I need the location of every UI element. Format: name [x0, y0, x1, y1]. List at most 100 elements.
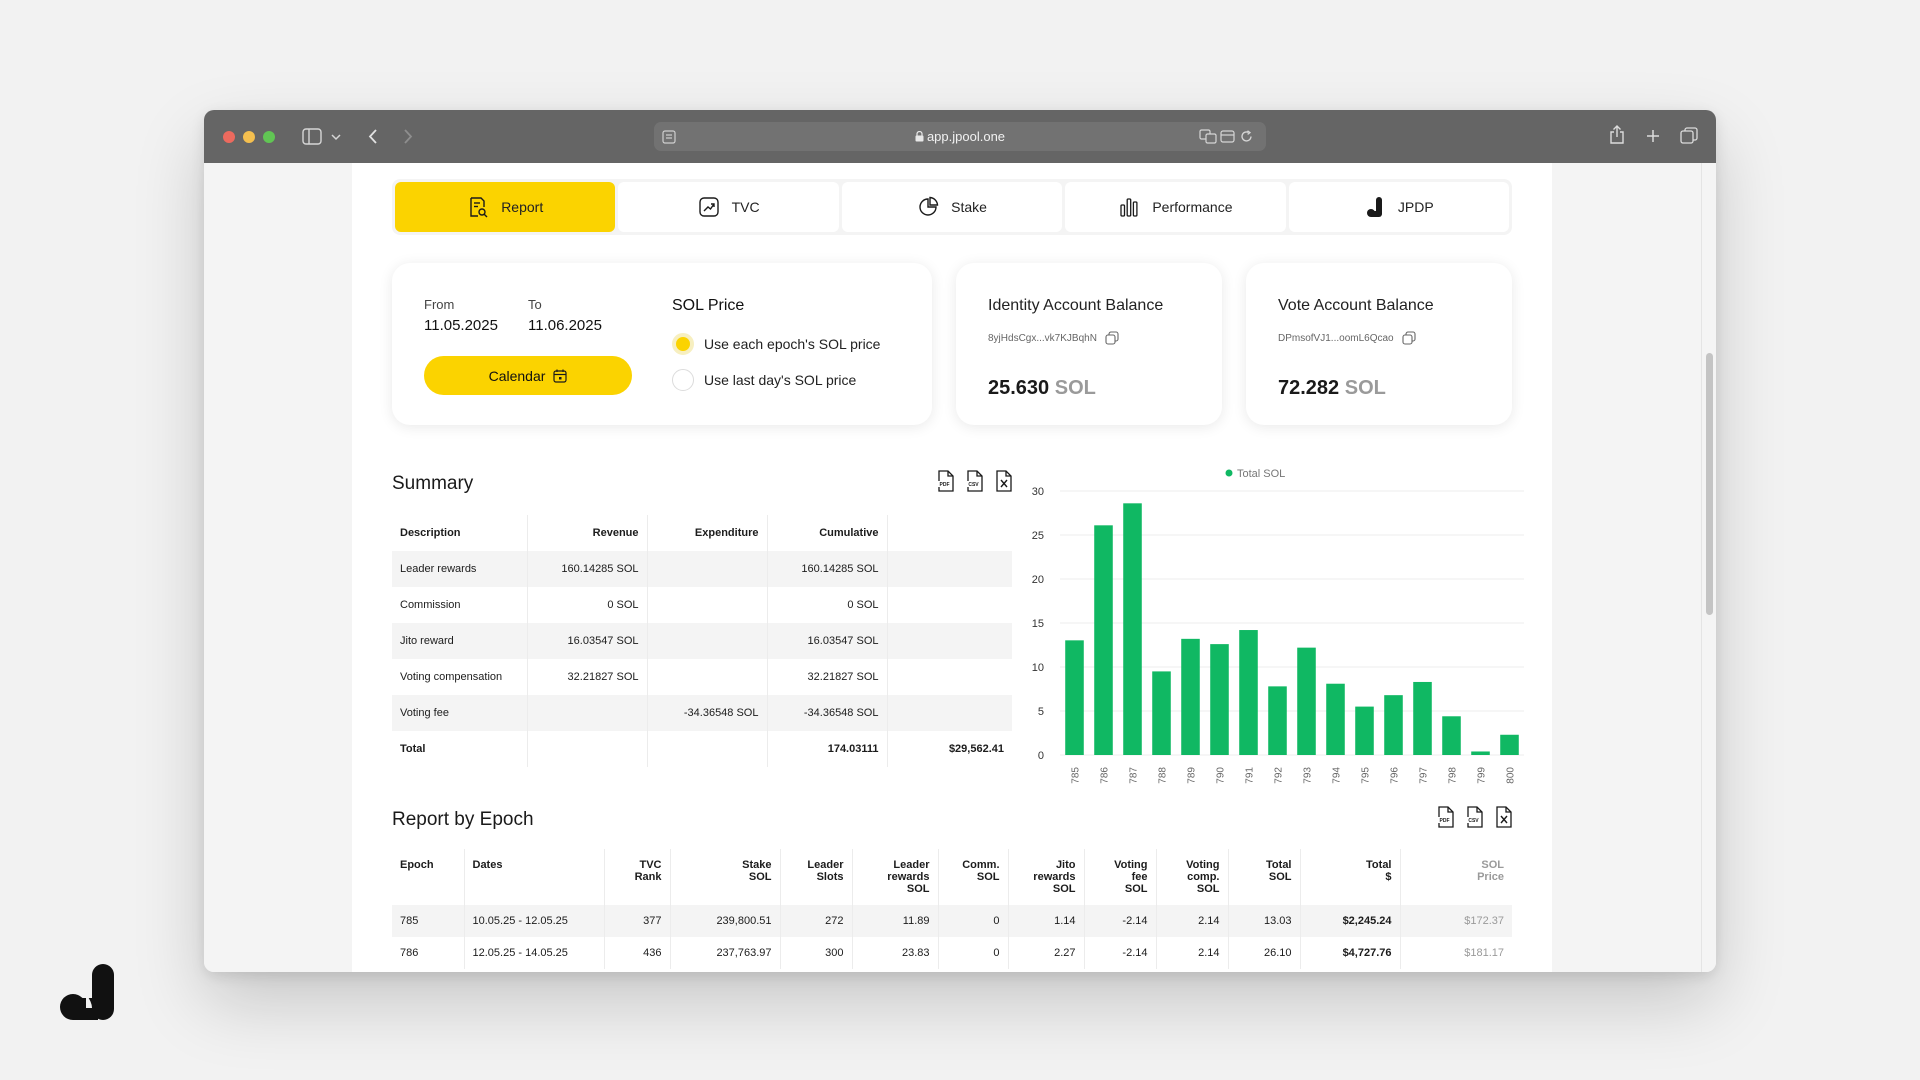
epoch-col-header: Voting fee SOL: [1084, 849, 1157, 905]
address-bar[interactable]: app.jpool.one: [654, 122, 1266, 151]
vote-balance-value: 72.282: [1278, 377, 1340, 399]
summary-col-usd: [887, 515, 1012, 551]
x-tick-label: 787: [1129, 767, 1140, 784]
epoch-cell: 13.03: [1228, 905, 1301, 937]
tab-report[interactable]: Report: [395, 182, 616, 232]
epoch-col-header-line: Leader: [807, 859, 844, 871]
x-tick-label: 785: [1071, 767, 1082, 784]
epoch-col-header: Voting comp. SOL: [1156, 849, 1229, 905]
page-menu-icon[interactable]: [662, 130, 676, 144]
epoch-col-header-line: Epoch: [400, 859, 434, 871]
copy-icon[interactable]: [1105, 331, 1119, 345]
scrollbar-thumb[interactable]: [1706, 353, 1713, 615]
radio-last-day-price[interactable]: Use last day's SOL price: [672, 369, 856, 391]
x-tick-label: 789: [1187, 767, 1198, 784]
summary-cell: [647, 623, 768, 659]
minimize-window-button[interactable]: [243, 131, 255, 143]
excel-export-icon[interactable]: [1493, 806, 1515, 828]
vote-balance-title: Vote Account Balance: [1278, 297, 1434, 314]
chevron-down-icon[interactable]: [331, 134, 341, 141]
table-row: Voting fee -34.36548 SOL -34.36548 SOL: [392, 695, 1012, 731]
tab-stake[interactable]: Stake: [841, 182, 1063, 232]
epoch-cell: -2.14: [1084, 937, 1157, 969]
summary-cell: [887, 623, 1012, 659]
browser-content: Report TVC Stake: [204, 163, 1716, 972]
radio-each-epoch-indicator[interactable]: [672, 333, 694, 355]
bar-epoch-793: [1297, 647, 1316, 755]
epoch-cell: 237,763.97: [670, 937, 781, 969]
epoch-cell: -2.14: [1084, 905, 1157, 937]
epoch-col-header-line: $: [1385, 871, 1392, 883]
summary-cell: 32.21827 SOL: [527, 659, 648, 695]
pdf-export-icon[interactable]: PDF: [1435, 806, 1457, 828]
translate-icon[interactable]: [1199, 129, 1217, 144]
new-tab-icon[interactable]: [1646, 129, 1660, 143]
epoch-col-header-line: TVC: [639, 859, 662, 871]
epoch-col-header: Total SOL: [1228, 849, 1301, 905]
forward-icon[interactable]: [402, 128, 414, 145]
reader-icon[interactable]: [1220, 130, 1235, 143]
bar-epoch-791: [1239, 630, 1258, 755]
summary-cell: 174.03111: [767, 731, 888, 767]
epoch-cell: $2,245.24: [1300, 905, 1401, 937]
summary-cell: [887, 587, 1012, 623]
close-window-button[interactable]: [223, 131, 235, 143]
epoch-col-header-line: Price: [1477, 871, 1504, 883]
share-icon[interactable]: [1609, 125, 1625, 145]
tab-jpdp[interactable]: JPDP: [1288, 182, 1510, 232]
summary-cell: 160.14285 SOL: [527, 551, 648, 587]
epoch-col-header-line: Jito: [1055, 859, 1076, 871]
bar-epoch-785: [1065, 640, 1084, 755]
epoch-col-header: Comm. SOL: [938, 849, 1009, 905]
from-date[interactable]: 11.05.2025: [424, 317, 498, 334]
calendar-button[interactable]: Calendar: [424, 356, 632, 395]
x-tick-label: 799: [1477, 767, 1488, 784]
radio-each-epoch-price[interactable]: Use each epoch's SOL price: [672, 333, 880, 355]
epoch-cell: 2.27: [1008, 937, 1085, 969]
epoch-col-header-line: Comm.: [962, 859, 1000, 871]
maximize-window-button[interactable]: [263, 131, 275, 143]
to-date[interactable]: 11.06.2025: [528, 317, 602, 334]
tab-jpdp-label: JPDP: [1397, 199, 1434, 215]
tab-overview-icon[interactable]: [1680, 127, 1698, 144]
epoch-col-header-line: SOL: [1124, 883, 1148, 895]
tab-tvc[interactable]: TVC: [618, 182, 839, 232]
epoch-col-header-line: Dates: [472, 859, 503, 871]
excel-export-icon[interactable]: [993, 470, 1015, 492]
summary-cell: Total: [392, 731, 528, 767]
summary-cell: 0 SOL: [527, 587, 648, 623]
back-icon[interactable]: [367, 128, 379, 145]
table-row: Voting compensation 32.21827 SOL 32.2182…: [392, 659, 1012, 695]
to-label: To: [528, 297, 542, 312]
pdf-export-icon[interactable]: PDF: [935, 470, 957, 492]
epoch-col-header-line: Total: [1366, 859, 1392, 871]
epoch-cell: 11.89: [852, 905, 939, 937]
copy-icon[interactable]: [1402, 331, 1416, 345]
sidebar-toggle-icon[interactable]: [302, 128, 322, 145]
csv-export-icon[interactable]: CSV: [964, 470, 986, 492]
reload-icon[interactable]: [1240, 130, 1253, 143]
epoch-col-header-line: rewards: [887, 871, 930, 883]
bar-epoch-787: [1123, 503, 1142, 755]
summary-cell: [887, 551, 1012, 587]
radio-last-day-indicator[interactable]: [672, 369, 694, 391]
pie-chart-icon: [919, 196, 939, 216]
url-text: app.jpool.one: [926, 129, 1006, 144]
csv-export-icon[interactable]: CSV: [1464, 806, 1486, 828]
bar-epoch-799: [1471, 751, 1490, 755]
epoch-col-header-line: Total: [1266, 859, 1292, 871]
y-tick-label: 20: [1032, 574, 1044, 586]
epoch-col-header: Jito rewards SOL: [1008, 849, 1085, 905]
radio-each-epoch-label: Use each epoch's SOL price: [704, 336, 881, 352]
summary-header-row: Description Revenue Expenditure Cumulati…: [392, 515, 1012, 551]
epoch-cell: 436: [604, 937, 671, 969]
legend-label: Total SOL: [1237, 468, 1285, 480]
x-tick-label: 800: [1506, 767, 1517, 784]
summary-cell: $29,562.41: [887, 731, 1012, 767]
summary-cell: [887, 695, 1012, 731]
tab-performance[interactable]: Performance: [1065, 182, 1286, 232]
epoch-cell: $181.17: [1464, 947, 1504, 959]
bar-epoch-796: [1384, 695, 1403, 755]
summary-cell: [527, 731, 648, 767]
summary-export-icons: PDF CSV: [935, 470, 1015, 492]
